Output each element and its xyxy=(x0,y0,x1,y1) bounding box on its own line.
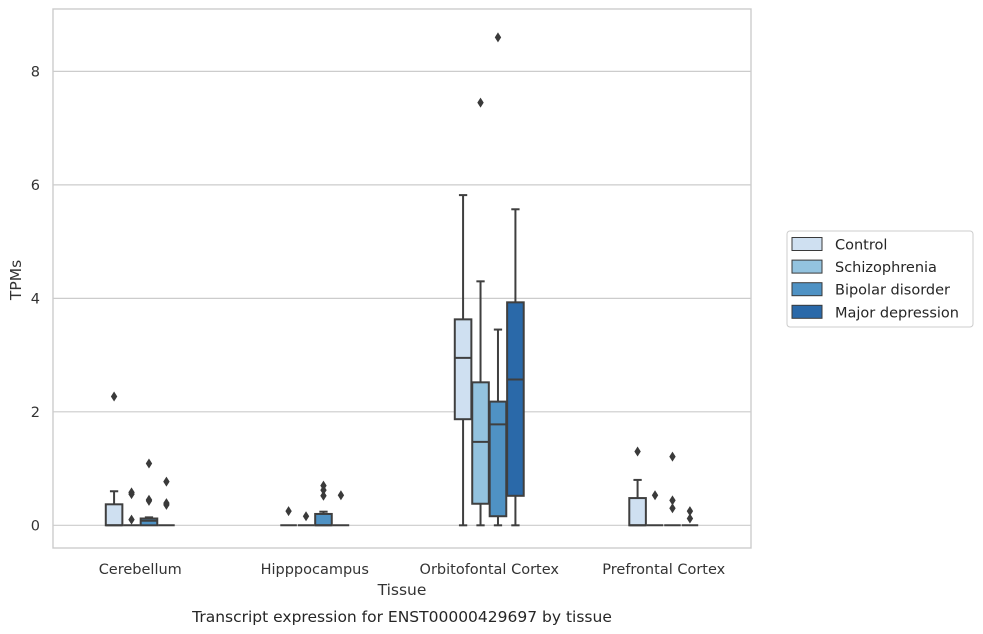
legend-swatch xyxy=(791,304,823,319)
outlier-point xyxy=(634,446,641,457)
legend-swatch xyxy=(791,282,823,297)
legend-frame xyxy=(786,230,974,328)
y-tick-label: 0 xyxy=(31,518,40,534)
figure-caption: Transcript expression for ENST0000042969… xyxy=(191,608,612,626)
box-rect xyxy=(104,503,124,527)
y-tick-labels: 0 2 4 6 8 xyxy=(31,64,40,534)
box-group xyxy=(681,506,699,527)
box-group xyxy=(104,391,124,527)
legend-swatch xyxy=(791,237,823,251)
box-group xyxy=(158,476,175,527)
box-group xyxy=(297,511,315,527)
y-tick-label: 2 xyxy=(31,405,40,421)
outlier-point xyxy=(651,490,659,501)
legend-label: Major depression xyxy=(835,305,959,321)
outlier-point xyxy=(285,506,292,517)
outlier-point xyxy=(110,391,118,402)
outlier-point xyxy=(686,513,694,524)
outlier-point xyxy=(145,458,153,469)
box-group xyxy=(280,506,297,527)
box-rect xyxy=(314,512,333,527)
outlier-point xyxy=(145,494,153,505)
outlier-point xyxy=(669,503,676,514)
x-tick-label: Orbitofontal Cortex xyxy=(420,562,560,578)
x-tick-label: Hipppocampus xyxy=(261,562,369,578)
outlier-point xyxy=(669,495,676,506)
outlier-point xyxy=(163,498,170,509)
x-tick-label: Cerebellum xyxy=(99,562,182,578)
plot-background xyxy=(53,9,751,548)
y-tick-label: 4 xyxy=(31,291,40,307)
box-group xyxy=(646,490,664,527)
outlier-point xyxy=(320,490,327,501)
legend-label: Control xyxy=(835,238,887,254)
outlier-point xyxy=(686,506,694,517)
box-rect xyxy=(628,497,647,527)
legend: Control Schizophrenia Bipolar disorder Majo… xyxy=(786,230,974,328)
box-group xyxy=(123,487,140,527)
outlier-point xyxy=(320,480,327,491)
box-rect xyxy=(488,400,508,518)
box-rect xyxy=(506,301,525,497)
x-tick-labels: Cerebellum Hipppocampus Orbitofontal Corte… xyxy=(99,562,726,578)
outlier-point xyxy=(669,451,676,462)
x-axis-title: Tissue xyxy=(377,581,427,599)
box-group xyxy=(314,480,333,527)
outlier-point xyxy=(128,514,135,525)
outlier-point xyxy=(302,511,310,522)
outlier-point xyxy=(494,32,502,43)
outlier-point xyxy=(477,97,484,108)
box-group xyxy=(506,208,525,527)
outlier-point xyxy=(128,487,135,498)
x-tick-label: Prefrontal Cortex xyxy=(602,562,725,578)
outlier-point xyxy=(163,476,170,487)
box-group xyxy=(488,32,508,527)
y-tick-label: 6 xyxy=(31,178,40,194)
y-axis-title: TPMs xyxy=(7,260,25,301)
outlier-point xyxy=(337,490,345,501)
box-rect xyxy=(139,517,159,527)
legend-swatch xyxy=(791,259,823,274)
legend-label: Bipolar disorder xyxy=(835,283,950,299)
box-rect xyxy=(453,318,473,421)
legend-label: Schizophrenia xyxy=(835,260,937,276)
box-rect xyxy=(471,381,490,505)
box-group xyxy=(453,194,473,527)
box-group xyxy=(139,458,159,527)
box-group xyxy=(664,451,681,527)
box-group xyxy=(628,446,647,527)
box-series xyxy=(104,32,699,527)
plot-frame xyxy=(52,8,752,549)
box-group xyxy=(471,97,490,527)
y-tick-label: 8 xyxy=(31,64,40,80)
box-group xyxy=(332,490,350,527)
